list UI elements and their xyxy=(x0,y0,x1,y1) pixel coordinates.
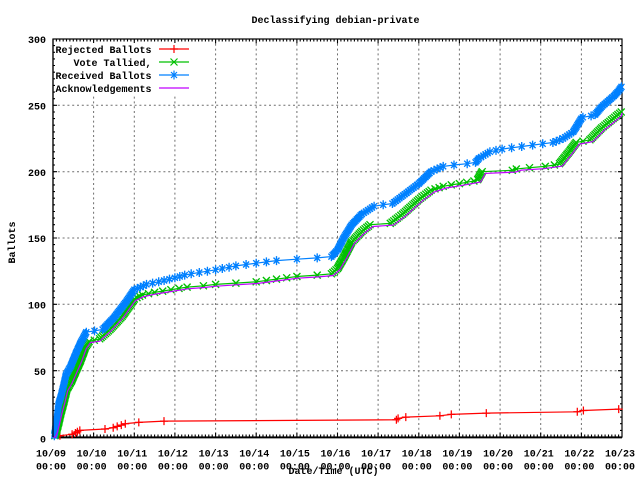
svg-text:Acknowledgements: Acknowledgements xyxy=(55,84,151,96)
svg-text:0: 0 xyxy=(40,436,46,447)
svg-text:300: 300 xyxy=(28,36,46,47)
svg-text:00:00: 00:00 xyxy=(605,462,635,473)
svg-text:10/12: 10/12 xyxy=(158,449,188,461)
svg-text:00:00: 00:00 xyxy=(564,462,594,473)
svg-text:10/10: 10/10 xyxy=(77,449,107,461)
svg-text:Rejected Ballots: Rejected Ballots xyxy=(55,45,151,57)
svg-text:10/11: 10/11 xyxy=(117,449,147,461)
svg-text:00:00: 00:00 xyxy=(442,462,472,473)
svg-text:00:00: 00:00 xyxy=(280,462,310,473)
svg-text:00:00: 00:00 xyxy=(483,462,513,473)
svg-text:00:00: 00:00 xyxy=(239,462,269,473)
svg-text:Vote Tallied,: Vote Tallied, xyxy=(73,58,151,70)
svg-text:10/23: 10/23 xyxy=(605,449,635,461)
svg-text:Date/Time (UTC): Date/Time (UTC) xyxy=(288,466,378,478)
svg-text:200: 200 xyxy=(28,169,46,180)
svg-text:10/14: 10/14 xyxy=(239,449,269,461)
svg-text:00:00: 00:00 xyxy=(524,462,554,473)
svg-text:00:00: 00:00 xyxy=(77,462,107,473)
svg-text:00:00: 00:00 xyxy=(158,462,188,473)
svg-text:10/09: 10/09 xyxy=(36,449,66,461)
svg-text:00:00: 00:00 xyxy=(361,462,391,473)
svg-text:10/16: 10/16 xyxy=(320,449,350,461)
svg-text:10/22: 10/22 xyxy=(564,449,594,461)
svg-text:00:00: 00:00 xyxy=(117,462,147,473)
svg-text:10/13: 10/13 xyxy=(199,449,229,461)
svg-text:00:00: 00:00 xyxy=(36,462,66,473)
svg-text:10/17: 10/17 xyxy=(361,449,391,461)
svg-text:Ballots: Ballots xyxy=(7,221,19,263)
svg-text:10/19: 10/19 xyxy=(442,449,472,461)
svg-text:10/15: 10/15 xyxy=(280,449,310,461)
svg-text:00:00: 00:00 xyxy=(320,462,350,473)
svg-text:10/18: 10/18 xyxy=(402,449,432,461)
svg-text:150: 150 xyxy=(28,235,46,246)
svg-text:Declassifying debian-private: Declassifying debian-private xyxy=(251,15,419,27)
svg-text:100: 100 xyxy=(28,302,46,313)
svg-text:50: 50 xyxy=(34,368,46,379)
svg-text:10/21: 10/21 xyxy=(524,449,554,461)
svg-text:250: 250 xyxy=(28,103,46,114)
svg-text:10/20: 10/20 xyxy=(483,449,513,461)
svg-text:00:00: 00:00 xyxy=(402,462,432,473)
svg-text:Received Ballots: Received Ballots xyxy=(55,71,151,83)
svg-text:00:00: 00:00 xyxy=(199,462,229,473)
